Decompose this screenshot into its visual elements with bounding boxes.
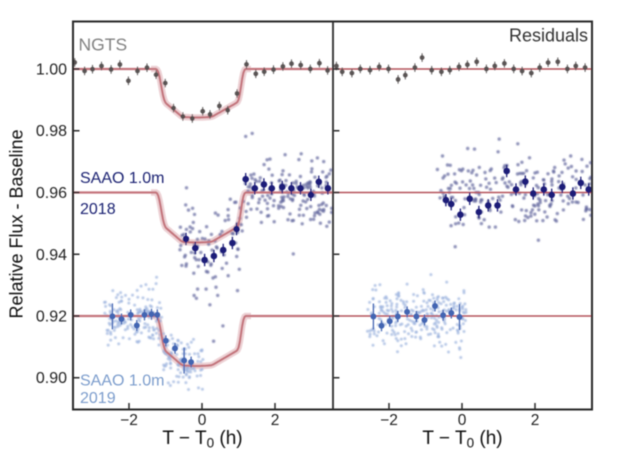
svg-text:SAAO 1.0m: SAAO 1.0m xyxy=(80,170,164,187)
svg-text:2: 2 xyxy=(531,412,540,429)
svg-text:T − T0 (h): T − T0 (h) xyxy=(422,428,502,451)
svg-text:0.98: 0.98 xyxy=(36,123,67,140)
svg-text:0.90: 0.90 xyxy=(36,370,67,387)
svg-text:Relative Flux - Baseline: Relative Flux - Baseline xyxy=(7,129,27,318)
svg-text:−2: −2 xyxy=(380,412,398,429)
svg-text:0.92: 0.92 xyxy=(36,309,67,326)
svg-text:0.96: 0.96 xyxy=(36,185,67,202)
svg-text:0: 0 xyxy=(458,412,467,429)
svg-text:2: 2 xyxy=(271,412,280,429)
svg-text:0.94: 0.94 xyxy=(36,247,67,264)
svg-text:1.00: 1.00 xyxy=(36,62,67,79)
svg-text:0: 0 xyxy=(198,412,207,429)
svg-text:T − T0 (h): T − T0 (h) xyxy=(162,428,242,451)
svg-text:Residuals: Residuals xyxy=(509,26,588,46)
svg-text:−2: −2 xyxy=(120,412,138,429)
svg-text:2018: 2018 xyxy=(80,201,116,218)
svg-text:SAAO 1.0m: SAAO 1.0m xyxy=(80,373,164,390)
svg-text:2019: 2019 xyxy=(80,390,116,407)
svg-text:NGTS: NGTS xyxy=(79,35,128,55)
